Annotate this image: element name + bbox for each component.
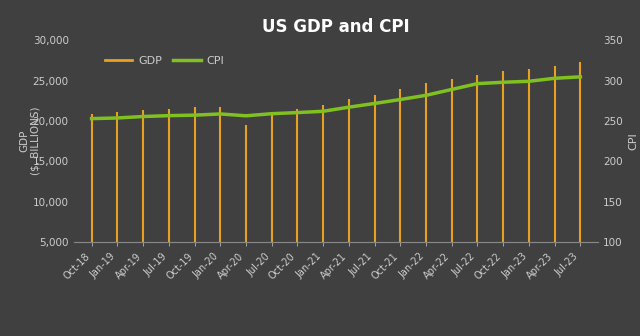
CPI	[216, 112, 224, 116]
CPI	[345, 105, 353, 109]
CPI	[551, 76, 559, 80]
CPI	[140, 115, 147, 119]
CPI	[165, 114, 173, 118]
CPI	[191, 113, 198, 117]
CPI	[242, 114, 250, 118]
CPI	[499, 80, 507, 84]
Title: US GDP and CPI: US GDP and CPI	[262, 18, 410, 36]
CPI	[268, 112, 276, 116]
Legend: GDP, CPI: GDP, CPI	[100, 52, 228, 71]
CPI	[474, 82, 481, 86]
CPI	[396, 97, 404, 101]
Y-axis label: GDP
($, BILLIONS): GDP ($, BILLIONS)	[19, 107, 40, 175]
CPI	[448, 87, 456, 91]
CPI	[525, 79, 532, 83]
CPI	[113, 116, 121, 120]
CPI	[422, 93, 430, 97]
CPI	[319, 109, 327, 113]
CPI	[577, 75, 584, 79]
CPI	[371, 101, 378, 106]
Y-axis label: CPI: CPI	[628, 132, 639, 150]
CPI	[88, 117, 95, 121]
Line: CPI: CPI	[92, 77, 580, 119]
CPI	[294, 111, 301, 115]
